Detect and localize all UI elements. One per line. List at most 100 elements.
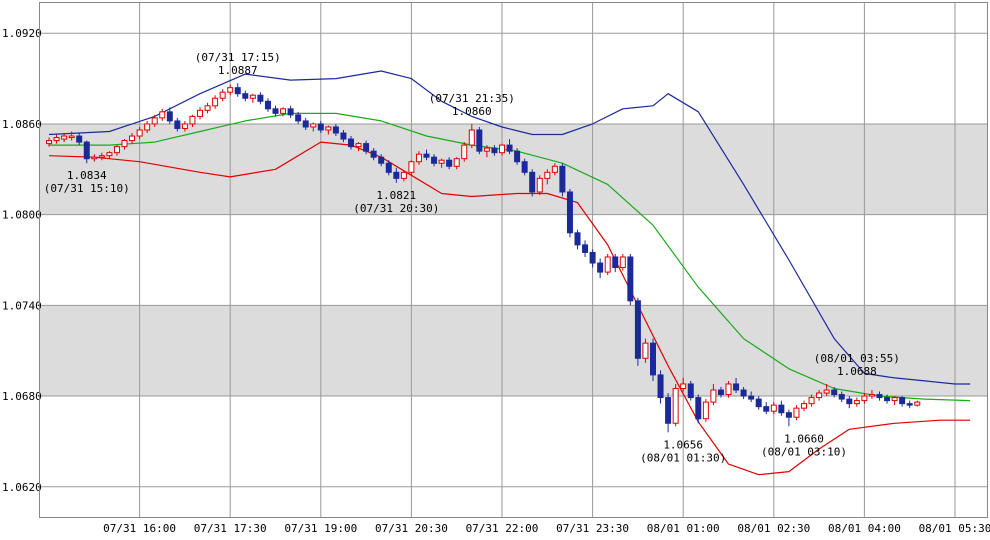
candle-body-down: [574, 232, 581, 246]
x-axis-ticks: 07/31 16:00 07/31 17:30 07/31 19:00 07/31 2…: [103, 522, 990, 535]
candle-body-up: [816, 392, 823, 399]
candle-body-down: [650, 342, 656, 376]
candle-body-down: [597, 262, 604, 273]
candle-body-down: [884, 397, 891, 402]
shaded-bands: [40, 123, 987, 397]
candle-body-down: [755, 398, 762, 408]
candle-body-down: [582, 244, 589, 253]
candle-body-up: [129, 135, 136, 142]
annotation-line-1: 1.0656: [663, 438, 703, 451]
candle-body-down: [393, 171, 400, 179]
candle-body-down: [876, 394, 883, 399]
candle-body-down: [83, 141, 90, 160]
candle-body-up: [106, 152, 113, 157]
candle-body-up: [604, 256, 611, 273]
candle-body-up: [249, 94, 256, 99]
candle-body-down: [627, 256, 634, 302]
candle-body-up: [536, 177, 543, 193]
annotation-line-2: 1.0860: [452, 105, 492, 118]
candle-body-down: [76, 135, 83, 143]
candle-body-down: [166, 111, 173, 122]
annotation-line-2: 1.0887: [218, 64, 258, 77]
candle-body-down: [446, 159, 453, 167]
x-tick-label: 08/01 01:00: [647, 522, 720, 535]
candle-body-down: [385, 162, 392, 173]
candle-body-down: [831, 389, 838, 396]
annotation-line-1: 1.0660: [784, 432, 824, 445]
candle-body-down: [559, 165, 566, 193]
candle-body-up: [151, 117, 158, 125]
candle-body-down: [906, 403, 913, 406]
candle-body-down: [378, 156, 385, 164]
candle-body-up: [159, 111, 166, 119]
candle-body-up: [770, 404, 777, 412]
candle-body-down: [566, 191, 573, 234]
candle-body-down: [317, 123, 324, 131]
candle-body-down: [491, 147, 498, 154]
candle-body-up: [725, 383, 732, 396]
candle-body-up: [61, 135, 68, 140]
candle-body-up: [113, 146, 120, 154]
candle-body-up: [227, 87, 234, 93]
candle-body-down: [514, 150, 521, 163]
candle-body-up: [914, 401, 921, 406]
candle-body-up: [204, 105, 211, 111]
candle-body-down: [423, 153, 430, 158]
candle-body-up: [219, 91, 226, 99]
x-tick-label: 08/01 02:30: [737, 522, 810, 535]
candle-body-up: [91, 156, 98, 160]
candle-body-up: [453, 158, 460, 167]
candle-body-down: [657, 374, 664, 399]
candle-body-up: [672, 388, 679, 424]
annotation-line-2: (07/31 15:10): [44, 182, 130, 195]
candle-body-up: [68, 135, 75, 139]
candle-body-up: [544, 171, 551, 179]
x-tick-label: 07/31 20:30: [375, 522, 448, 535]
candle-body-up: [461, 144, 468, 160]
x-tick-label: 07/31 17:30: [194, 522, 267, 535]
candle-body-down: [733, 383, 740, 391]
candle-body-down: [174, 120, 181, 129]
candle-body-down: [589, 251, 596, 264]
candle-body-up: [53, 137, 60, 142]
candle-body-down: [521, 161, 528, 173]
candle-body-down: [634, 300, 641, 359]
candle-body-up: [823, 389, 830, 394]
candle-body-up: [310, 123, 317, 128]
candle-body-up: [551, 165, 558, 173]
annotation-line-2: 1.0688: [837, 365, 877, 378]
candle-body-down: [287, 108, 294, 116]
candle-body-up: [189, 115, 196, 125]
candles: [46, 83, 921, 433]
annotation-line-1: 1.0834: [67, 169, 107, 182]
candle-body-up: [136, 129, 143, 137]
candle-body-up: [400, 171, 407, 179]
candle-body-down: [431, 156, 438, 164]
candle-body-down: [740, 389, 747, 397]
candle-body-down: [665, 397, 672, 424]
candle-body-up: [793, 407, 800, 418]
candle-body-up: [710, 389, 717, 403]
annotation-line-1: (07/31 17:15): [195, 51, 281, 64]
candle-body-up: [468, 129, 475, 146]
x-tick-label: 07/31 19:00: [284, 522, 357, 535]
candle-body-down: [272, 108, 279, 114]
candle-body-up: [868, 394, 875, 397]
candle-body-up: [499, 144, 505, 154]
candle-body-up: [415, 153, 422, 163]
upper-band-line: [48, 70, 971, 385]
candle-body-down: [687, 383, 694, 399]
candle-body-up: [197, 109, 203, 117]
candle-body-down: [763, 406, 770, 412]
y-tick-label: 1.0680: [2, 390, 42, 403]
candle-body-up: [280, 108, 287, 114]
candle-body-down: [363, 143, 370, 152]
x-tick-label: 08/01 04:00: [828, 522, 901, 535]
candle-body-down: [370, 150, 377, 158]
y-tick-label: 1.0740: [2, 299, 42, 312]
x-tick-label: 08/01 05:30: [919, 522, 990, 535]
x-tick-label: 07/31 16:00: [103, 522, 176, 535]
candle-body-down: [785, 412, 792, 418]
candle-body-down: [295, 114, 302, 122]
